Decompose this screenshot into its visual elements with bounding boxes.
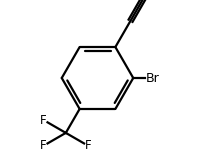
Text: F: F [40, 114, 47, 127]
Text: F: F [40, 139, 47, 152]
Text: Br: Br [145, 71, 159, 85]
Text: F: F [85, 139, 91, 152]
